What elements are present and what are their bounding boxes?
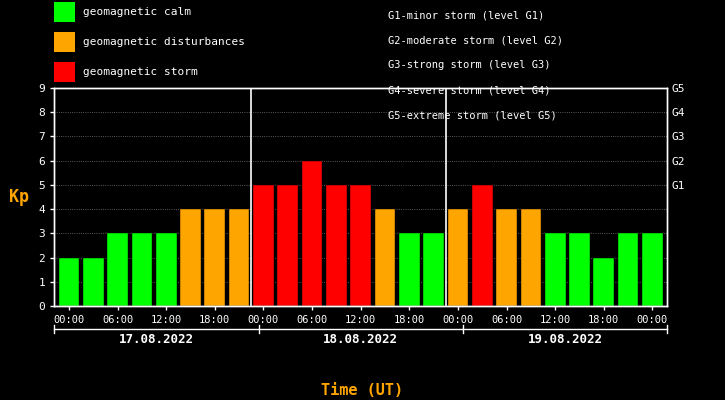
- Text: G5-extreme storm (level G5): G5-extreme storm (level G5): [388, 111, 557, 121]
- Bar: [521, 209, 541, 306]
- Text: G2-moderate storm (level G2): G2-moderate storm (level G2): [388, 35, 563, 45]
- Bar: [447, 209, 468, 306]
- Bar: [278, 185, 298, 306]
- Text: geomagnetic disturbances: geomagnetic disturbances: [83, 37, 245, 47]
- Text: geomagnetic calm: geomagnetic calm: [83, 7, 191, 17]
- Text: 18.08.2022: 18.08.2022: [323, 333, 398, 346]
- Bar: [229, 209, 249, 306]
- Bar: [472, 185, 492, 306]
- Bar: [107, 233, 128, 306]
- Bar: [302, 161, 323, 306]
- Bar: [496, 209, 517, 306]
- Bar: [642, 233, 663, 306]
- Bar: [350, 185, 371, 306]
- Text: G4-severe storm (level G4): G4-severe storm (level G4): [388, 86, 550, 96]
- Bar: [594, 258, 614, 306]
- Text: G1-minor storm (level G1): G1-minor storm (level G1): [388, 10, 544, 20]
- Bar: [569, 233, 590, 306]
- Bar: [618, 233, 639, 306]
- Bar: [545, 233, 566, 306]
- Text: 17.08.2022: 17.08.2022: [119, 333, 194, 346]
- Bar: [59, 258, 79, 306]
- Bar: [181, 209, 201, 306]
- Bar: [83, 258, 104, 306]
- Bar: [204, 209, 225, 306]
- Text: Time (UT): Time (UT): [321, 383, 404, 398]
- Bar: [423, 233, 444, 306]
- Text: geomagnetic storm: geomagnetic storm: [83, 67, 198, 77]
- Text: G3-strong storm (level G3): G3-strong storm (level G3): [388, 60, 550, 70]
- Bar: [326, 185, 347, 306]
- Bar: [375, 209, 395, 306]
- Bar: [399, 233, 420, 306]
- Text: Kp: Kp: [9, 188, 29, 206]
- Bar: [253, 185, 274, 306]
- Bar: [156, 233, 176, 306]
- Text: 19.08.2022: 19.08.2022: [527, 333, 602, 346]
- Bar: [131, 233, 152, 306]
